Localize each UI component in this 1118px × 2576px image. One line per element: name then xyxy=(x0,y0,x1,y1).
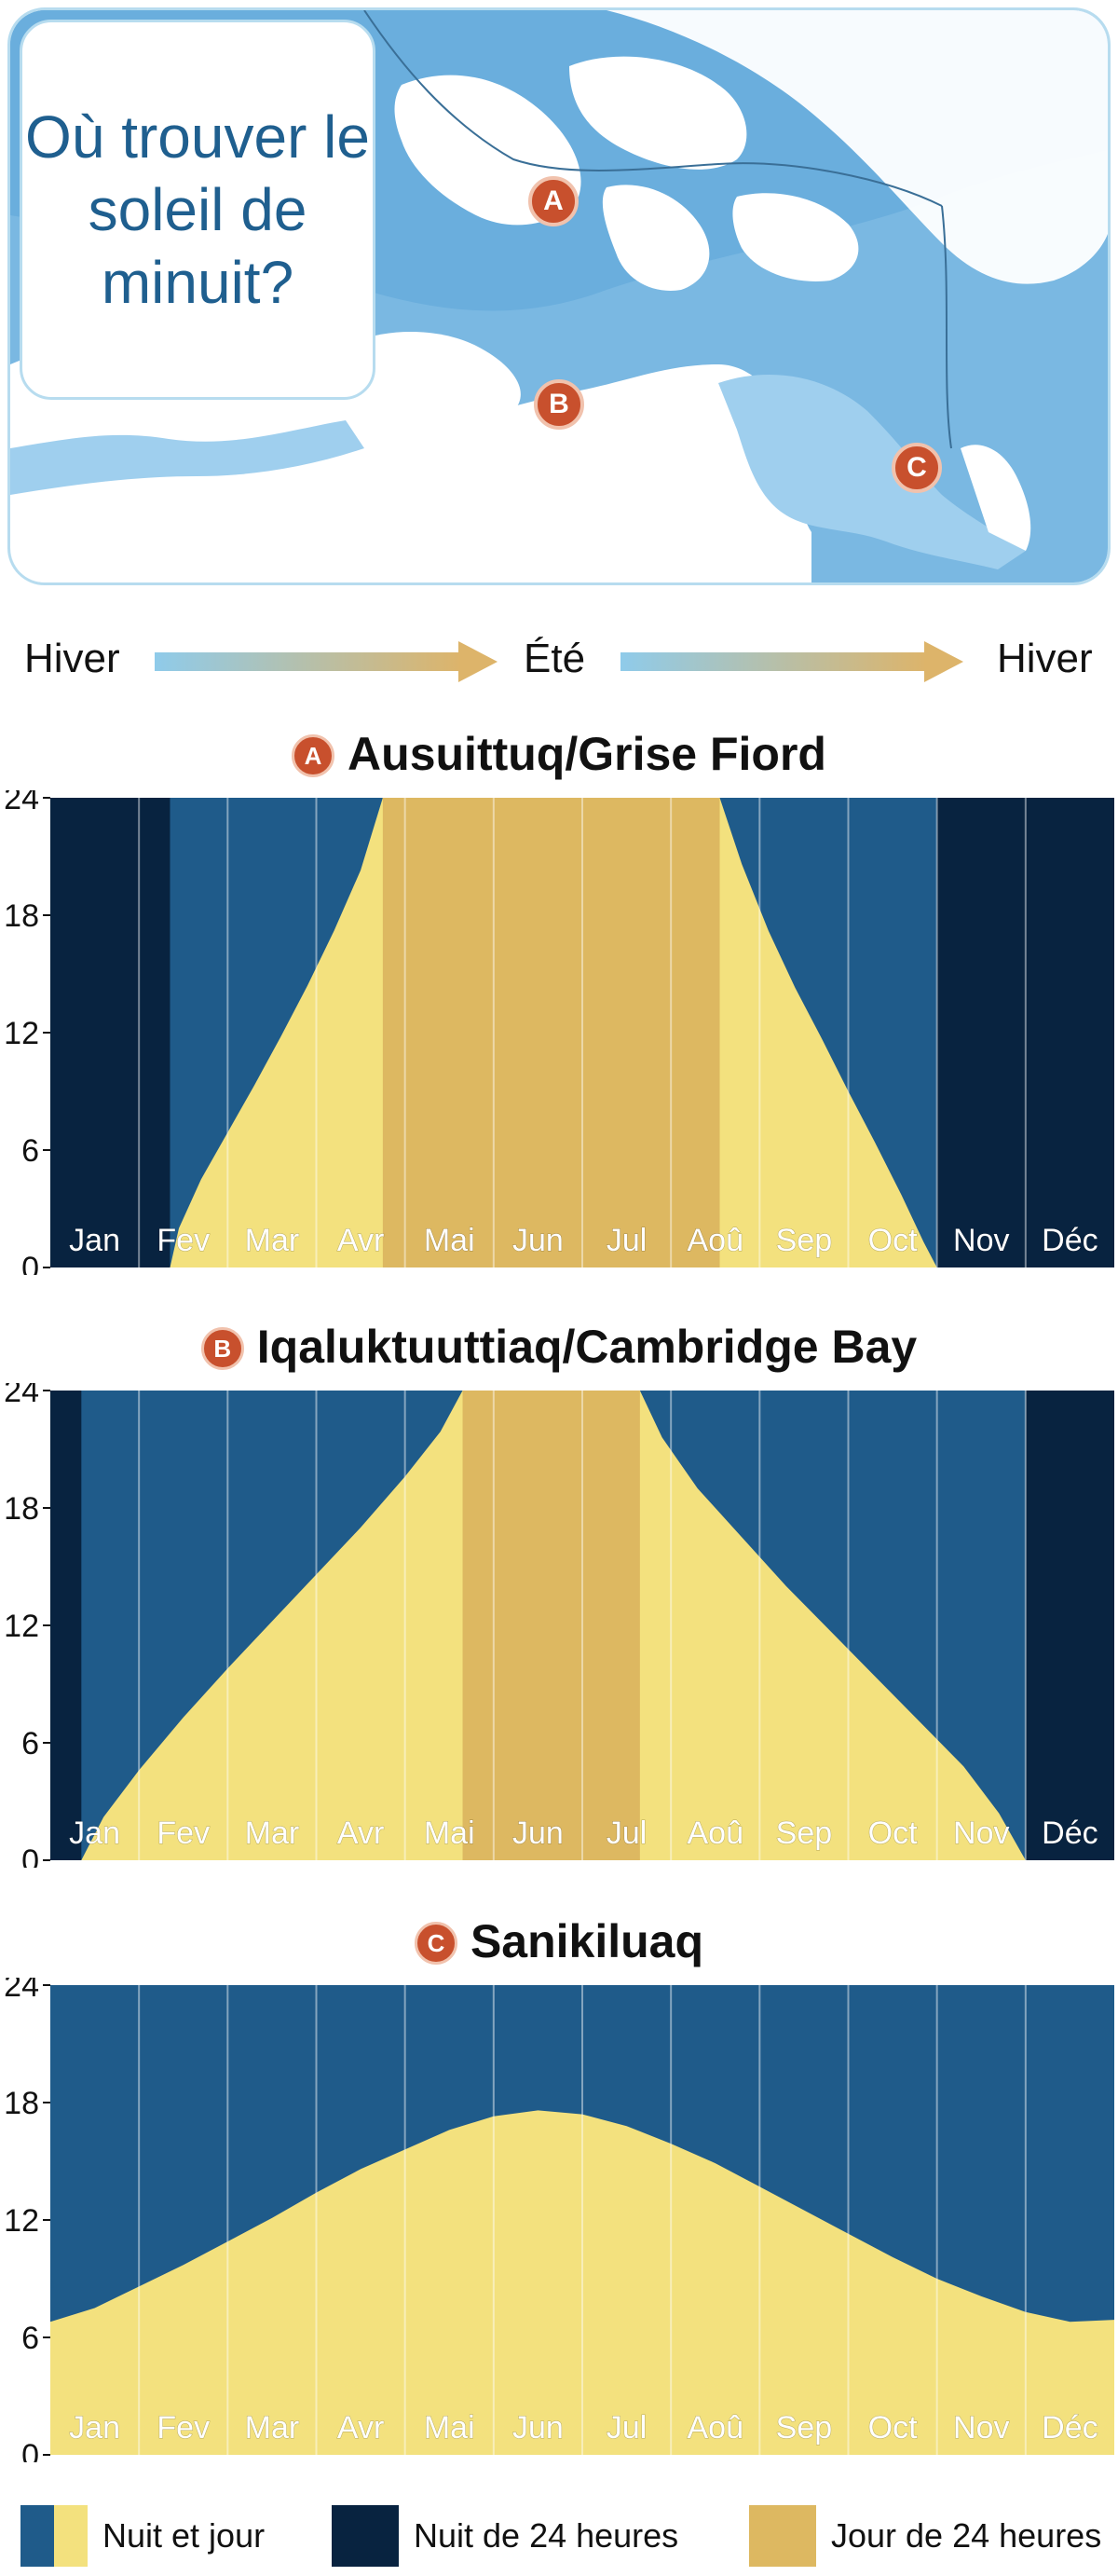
season-arrow-2 xyxy=(620,641,963,682)
y-tick-6: 6 xyxy=(21,1726,39,1761)
chart-c-title: Sanikiluaq xyxy=(470,1915,704,1967)
season-label-winter-end: Hiver xyxy=(997,636,1093,681)
month-label-6: Jul xyxy=(607,2410,647,2446)
chart-a-badge: A xyxy=(292,734,335,777)
month-label-10: Nov xyxy=(953,1223,1009,1258)
month-label-11: Déc xyxy=(1042,2410,1098,2446)
month-label-5: Jun xyxy=(512,1223,564,1258)
month-label-11: Déc xyxy=(1042,1816,1098,1851)
month-label-9: Oct xyxy=(868,1816,918,1851)
legend-swatch-nightday-light xyxy=(54,2505,88,2567)
y-tick-18: 18 xyxy=(4,898,39,934)
season-label-summer: Été xyxy=(524,636,586,681)
month-label-1: Fev xyxy=(157,1816,210,1851)
month-label-2: Mar xyxy=(245,1816,300,1851)
y-tick-24: 24 xyxy=(4,1978,39,2004)
chart-a: 0 6 12 18 24 Jan Fev Mar Avr Mai Jun Jul Aoû Sep Oct No… xyxy=(4,790,1114,1275)
night24-band-0 xyxy=(50,798,170,1267)
month-label-9: Oct xyxy=(868,2410,918,2446)
month-label-2: Mar xyxy=(245,2410,300,2446)
legend: Nuit et jour Nuit de 24 heures Jour de 2… xyxy=(0,2505,1118,2570)
legend-swatch-night24 xyxy=(332,2505,399,2567)
month-label-3: Avr xyxy=(337,2410,384,2446)
marker-a: A xyxy=(528,176,579,226)
day24-band-0 xyxy=(382,798,720,1267)
legend-swatch-day24 xyxy=(749,2505,816,2567)
season-arrow-1 xyxy=(155,641,498,682)
month-label-7: Aoû xyxy=(688,2410,744,2446)
month-label-9: Oct xyxy=(868,1223,918,1258)
day24-band-0 xyxy=(462,1391,640,1860)
chart-c-title-row: C Sanikiluaq xyxy=(0,1914,1118,1968)
chart-c-badge: C xyxy=(414,1922,457,1965)
month-label-3: Avr xyxy=(337,1223,384,1258)
month-label-11: Déc xyxy=(1042,1223,1098,1258)
map-title: Où trouver le soleil de minuit? xyxy=(25,103,370,316)
month-label-5: Jun xyxy=(512,1816,564,1851)
map-title-card: Où trouver le soleil de minuit? xyxy=(20,20,375,400)
y-tick-18: 18 xyxy=(4,2086,39,2121)
y-tick-0: 0 xyxy=(21,1843,39,1868)
month-label-2: Mar xyxy=(245,1223,300,1258)
legend-swatch-nightday-dark xyxy=(20,2505,54,2567)
y-tick-24: 24 xyxy=(4,1383,39,1409)
month-label-4: Mai xyxy=(424,1816,475,1851)
chart-b: 0 6 12 18 24 Jan Fev Mar Avr Mai Jun Jul Aoû Sep Oct No… xyxy=(4,1383,1114,1868)
night24-band-0 xyxy=(50,1391,82,1860)
y-tick-12: 12 xyxy=(4,1016,39,1051)
chart-b-badge: B xyxy=(200,1327,244,1370)
map-panel: Où trouver le soleil de minuit? A B C xyxy=(7,7,1111,585)
y-tick-12: 12 xyxy=(4,2203,39,2239)
y-tick-0: 0 xyxy=(21,2438,39,2462)
y-tick-18: 18 xyxy=(4,1491,39,1527)
month-label-0: Jan xyxy=(69,1223,120,1258)
legend-label-day24: Jour de 24 heures xyxy=(831,2516,1102,2555)
chart-b-title-row: B Iqaluktuuttiaq/Cambridge Bay xyxy=(0,1320,1118,1374)
month-label-10: Nov xyxy=(953,1816,1009,1851)
month-label-4: Mai xyxy=(424,1223,475,1258)
marker-c: C xyxy=(892,443,942,493)
month-label-3: Avr xyxy=(337,1816,384,1851)
month-label-5: Jun xyxy=(512,2410,564,2446)
month-label-1: Fev xyxy=(157,2410,210,2446)
y-tick-12: 12 xyxy=(4,1609,39,1644)
y-tick-6: 6 xyxy=(21,1133,39,1169)
month-label-1: Fev xyxy=(157,1223,210,1258)
daylight-area xyxy=(50,2110,1114,2455)
month-label-8: Sep xyxy=(776,1816,833,1851)
chart-c: 0 6 12 18 24 Jan Fev Mar Avr Mai Jun Jul Aoû Sep Oct No… xyxy=(4,1978,1114,2462)
legend-label-nightday: Nuit et jour xyxy=(102,2516,266,2555)
night24-band-1 xyxy=(1025,1391,1114,1860)
night24-band-1 xyxy=(936,798,1114,1267)
y-tick-0: 0 xyxy=(21,1251,39,1275)
y-tick-24: 24 xyxy=(4,790,39,816)
month-label-6: Jul xyxy=(607,1223,647,1258)
marker-b: B xyxy=(534,379,584,430)
legend-label-night24: Nuit de 24 heures xyxy=(414,2516,679,2555)
y-tick-6: 6 xyxy=(21,2321,39,2356)
season-label-winter-start: Hiver xyxy=(24,636,120,681)
month-label-8: Sep xyxy=(776,1223,833,1258)
month-label-0: Jan xyxy=(69,1816,120,1851)
chart-a-title: Ausuittuq/Grise Fiord xyxy=(348,728,826,780)
chart-b-title: Iqaluktuuttiaq/Cambridge Bay xyxy=(256,1321,918,1373)
month-label-6: Jul xyxy=(607,1816,647,1851)
month-label-4: Mai xyxy=(424,2410,475,2446)
month-label-10: Nov xyxy=(953,2410,1009,2446)
month-label-7: Aoû xyxy=(688,1223,744,1258)
month-label-0: Jan xyxy=(69,2410,120,2446)
month-label-7: Aoû xyxy=(688,1816,744,1851)
month-label-8: Sep xyxy=(776,2410,833,2446)
chart-a-title-row: A Ausuittuq/Grise Fiord xyxy=(0,727,1118,781)
